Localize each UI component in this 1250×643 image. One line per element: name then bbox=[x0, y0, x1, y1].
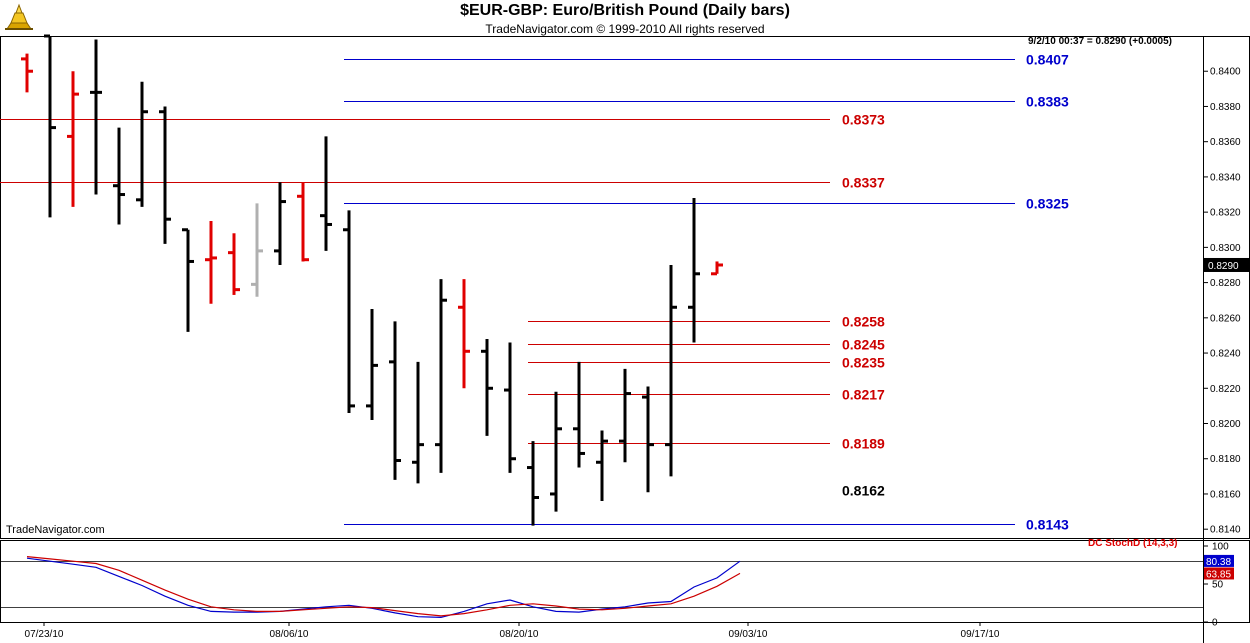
ohlc-bar bbox=[688, 198, 700, 343]
stoch-last-value-box bbox=[1204, 554, 1234, 567]
ohlc-bar bbox=[504, 342, 516, 473]
ohlc-bar bbox=[550, 391, 562, 512]
y-tick-label: 0.8340 bbox=[1210, 172, 1241, 183]
ohlc-bar bbox=[642, 386, 654, 493]
indicator-label: DC StochD (14,3,3) bbox=[1088, 538, 1178, 549]
level-label: 0.8337 bbox=[842, 175, 885, 191]
ohlc-bar bbox=[320, 136, 332, 251]
stoch-last-value-label: 80.38 bbox=[1206, 557, 1231, 568]
stoch-y-tick-label: 0 bbox=[1212, 618, 1218, 629]
trade-navigator-logo-icon bbox=[3, 3, 35, 31]
ohlc-bar bbox=[366, 309, 378, 420]
x-tick-label: 08/06/10 bbox=[270, 629, 309, 640]
level-label: 0.8189 bbox=[842, 436, 885, 452]
ohlc-bar bbox=[435, 279, 447, 473]
level-label: 0.8162 bbox=[842, 483, 885, 499]
stoch-last-value-label: 63.85 bbox=[1206, 569, 1231, 580]
ohlc-bar bbox=[573, 361, 585, 468]
y-tick-label: 0.8320 bbox=[1210, 208, 1241, 219]
ohlc-bar bbox=[21, 53, 33, 93]
y-tick-label: 0.8360 bbox=[1210, 137, 1241, 148]
y-tick-label: 0.8180 bbox=[1210, 454, 1241, 465]
stoch-last-value-box bbox=[1204, 567, 1234, 580]
ohlc-bar bbox=[619, 368, 631, 463]
ohlc-bar bbox=[458, 279, 470, 389]
x-tick-label: 07/23/10 bbox=[25, 629, 64, 640]
x-tick-label: 08/20/10 bbox=[500, 629, 539, 640]
ohlc-bar bbox=[159, 106, 171, 244]
level-label: 0.8373 bbox=[842, 112, 885, 128]
ohlc-bar bbox=[596, 430, 608, 502]
indicator-panel-frame bbox=[0, 540, 1250, 623]
y-tick-label: 0.8260 bbox=[1210, 313, 1241, 324]
ohlc-bar bbox=[228, 233, 240, 295]
ohlc-bar bbox=[665, 264, 677, 477]
y-tick-label: 0.8220 bbox=[1210, 384, 1241, 395]
level-label: 0.8245 bbox=[842, 337, 885, 353]
level-label: 0.8325 bbox=[1026, 196, 1069, 212]
stoch-y-tick-label: 50 bbox=[1212, 580, 1224, 591]
x-tick-label: 09/17/10 bbox=[961, 629, 1000, 640]
y-tick-label: 0.8280 bbox=[1210, 278, 1241, 289]
stoch-series-line bbox=[26, 556, 741, 617]
level-label: 0.8407 bbox=[1026, 52, 1069, 68]
y-tick-label: 0.8200 bbox=[1210, 419, 1241, 430]
level-label: 0.8383 bbox=[1026, 94, 1069, 110]
ohlc-bar bbox=[412, 361, 424, 484]
ohlc-bar bbox=[481, 338, 493, 436]
y-tick-label: 0.8300 bbox=[1210, 243, 1241, 254]
ohlc-bar bbox=[44, 34, 56, 218]
ohlc-bar bbox=[343, 210, 355, 413]
level-label: 0.8258 bbox=[842, 314, 885, 330]
ohlc-bar bbox=[297, 182, 309, 262]
ohlc-bar bbox=[711, 261, 723, 276]
y-tick-label: 0.8140 bbox=[1210, 525, 1241, 536]
ohlc-bar bbox=[205, 220, 217, 304]
level-label: 0.8217 bbox=[842, 387, 885, 403]
y-tick-label: 0.8380 bbox=[1210, 102, 1241, 113]
stoch-y-tick-label: 100 bbox=[1212, 542, 1229, 553]
y-tick-label: 0.8240 bbox=[1210, 349, 1241, 360]
ohlc-bar bbox=[274, 182, 286, 265]
level-label: 0.8235 bbox=[842, 355, 885, 371]
y-tick-label: 0.8400 bbox=[1210, 67, 1241, 78]
ohlc-bar bbox=[113, 127, 125, 225]
stoch-series-line bbox=[26, 557, 741, 619]
price-readout: 9/2/10 00:37 = 0.8290 (+0.0005) bbox=[1028, 36, 1173, 47]
ohlc-bar bbox=[251, 203, 263, 297]
ohlc-bar bbox=[90, 39, 102, 195]
ohlc-bar bbox=[389, 321, 401, 480]
last-price-label: 0.8290 bbox=[1208, 261, 1239, 272]
x-tick-label: 09/03/10 bbox=[729, 629, 768, 640]
chart-title: $EUR-GBP: Euro/British Pound (Daily bars… bbox=[460, 2, 790, 19]
ohlc-bar bbox=[527, 441, 539, 526]
level-label: 0.8143 bbox=[1026, 517, 1069, 533]
y-tick-label: 0.8160 bbox=[1210, 489, 1241, 500]
ohlc-bar bbox=[182, 228, 194, 332]
ohlc-bar bbox=[67, 71, 79, 207]
watermark: TradeNavigator.com bbox=[6, 524, 105, 536]
last-price-box bbox=[1204, 257, 1249, 272]
ohlc-bar bbox=[136, 81, 148, 207]
copyright-text: TradeNavigator.com © 1999-2010 All right… bbox=[485, 22, 765, 36]
